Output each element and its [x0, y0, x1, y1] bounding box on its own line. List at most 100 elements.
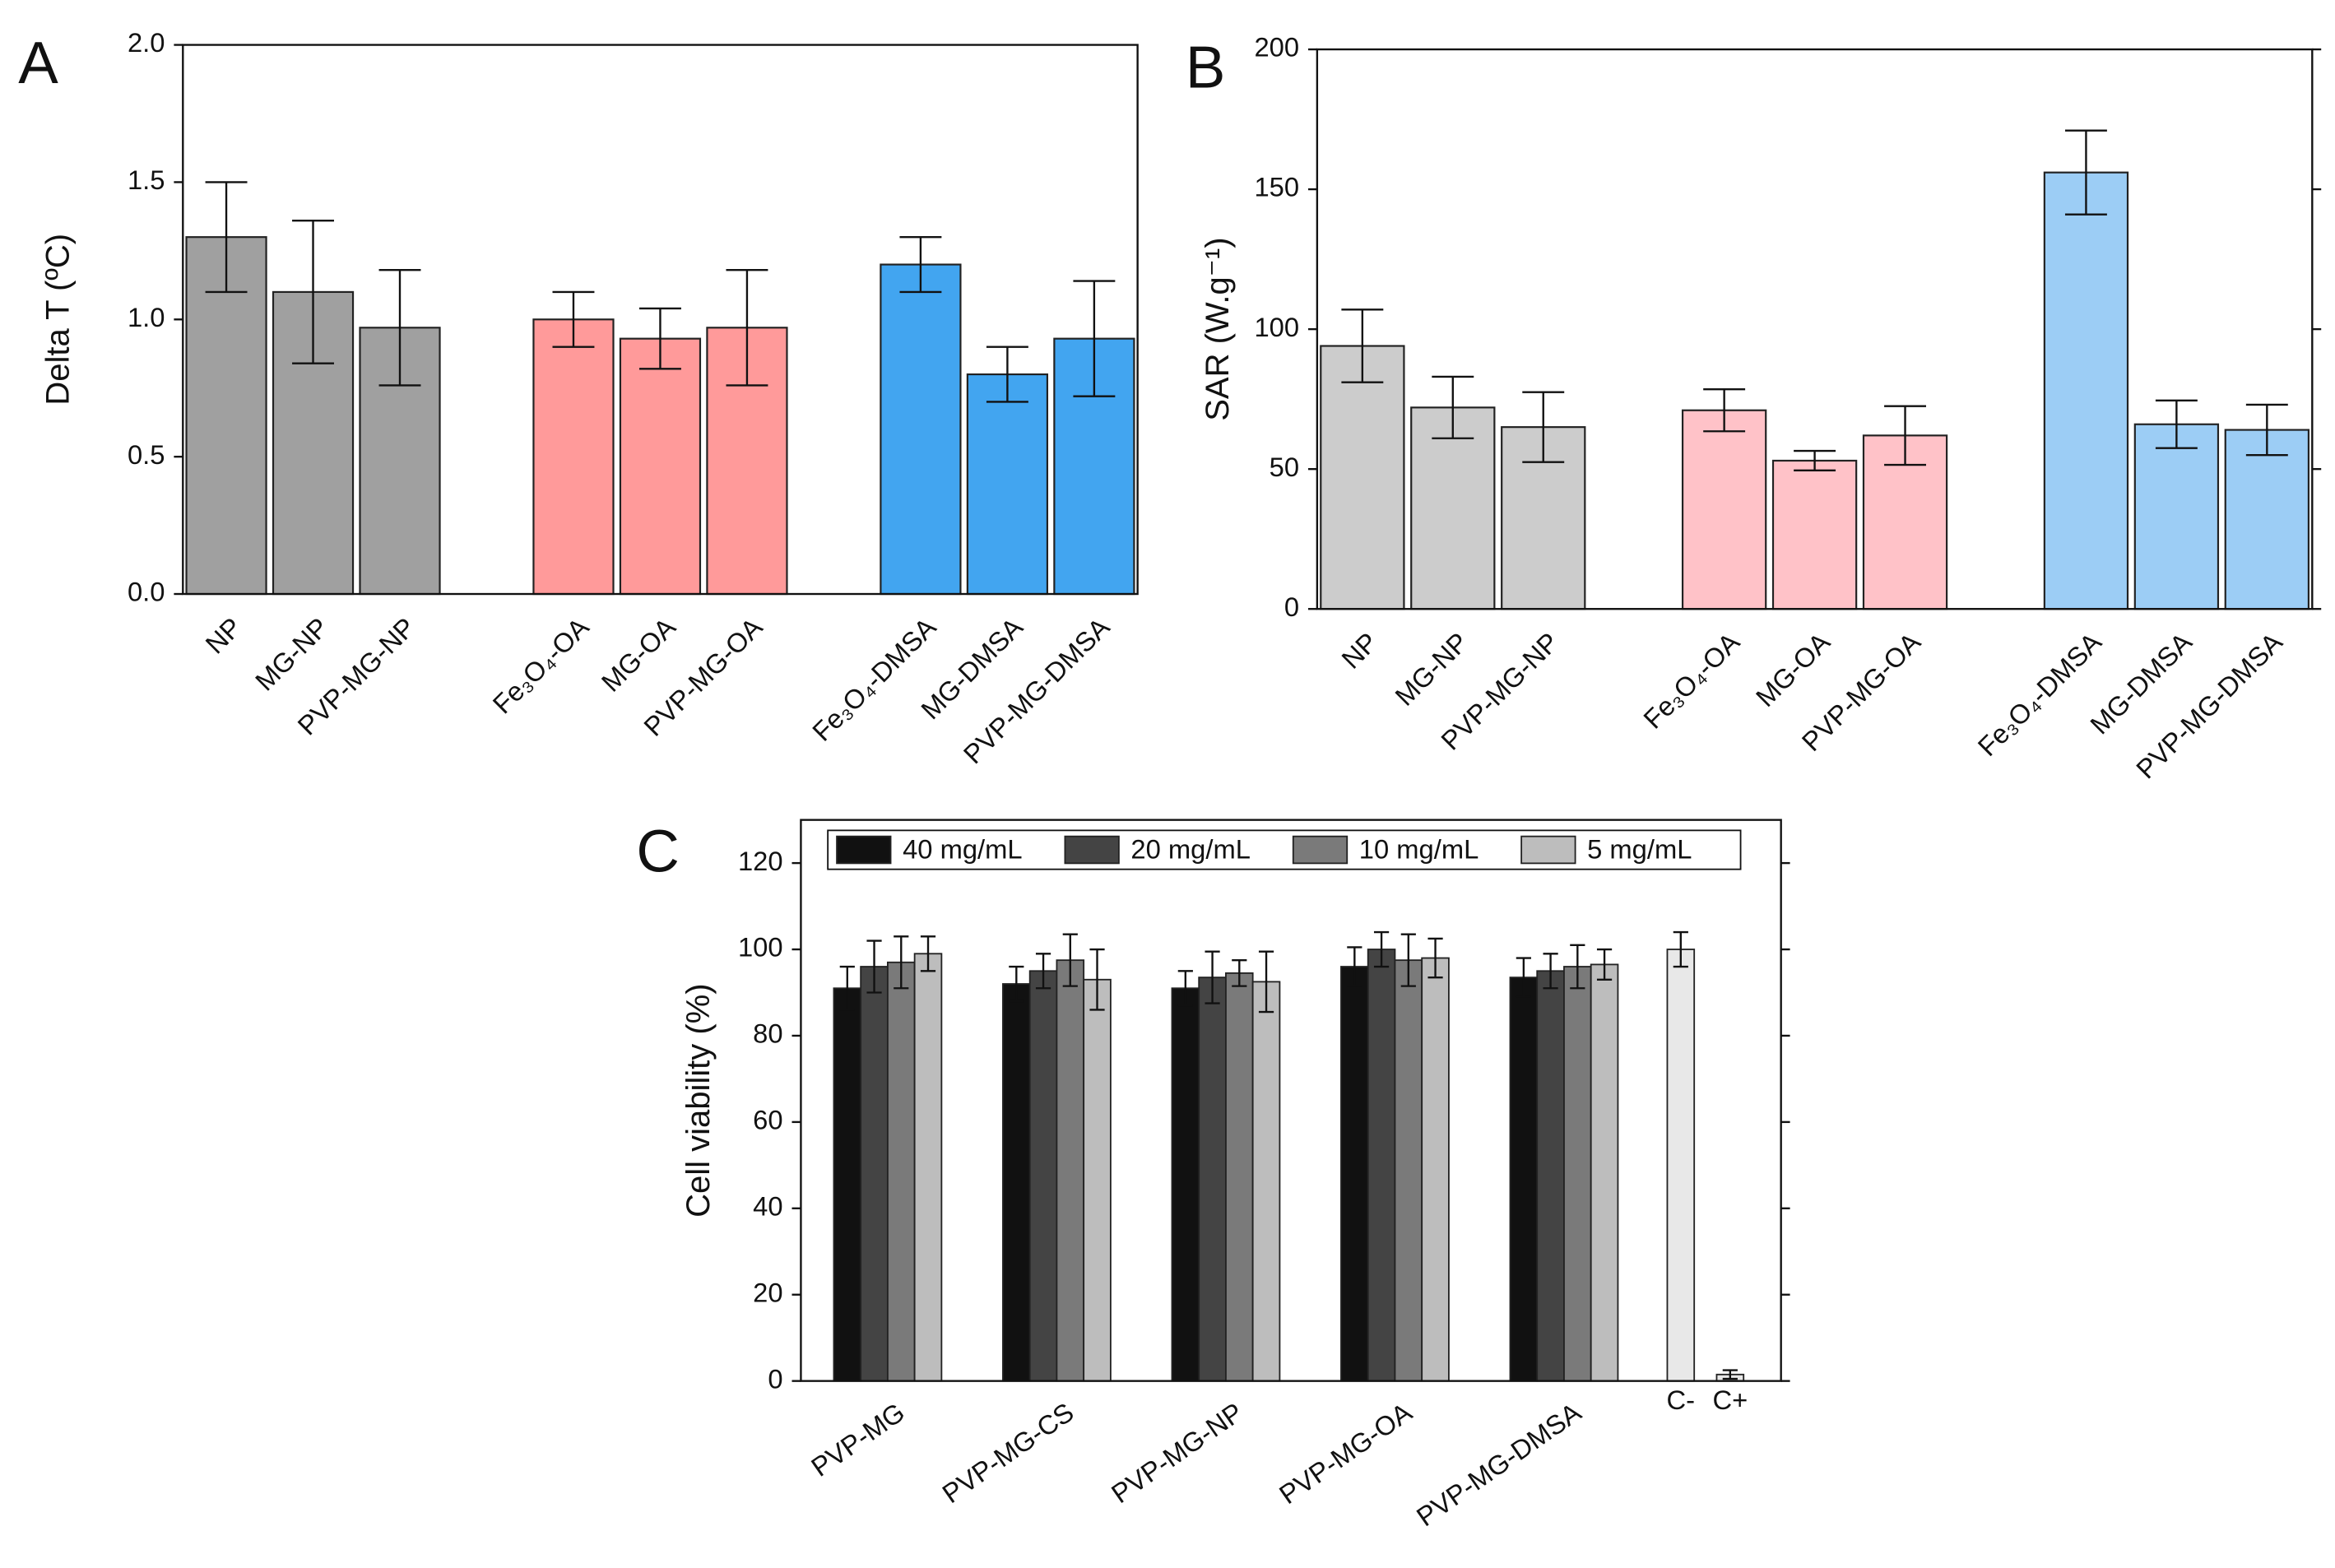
y-axis-label: SAR (W.g⁻¹): [1200, 237, 1236, 420]
bar: [1563, 966, 1592, 1382]
x-tick-label: MG-OA: [1750, 626, 1836, 712]
y-tick-label: 1.0: [128, 302, 165, 332]
error-bar: [1400, 933, 1416, 987]
bar: [833, 987, 862, 1382]
bar: [1509, 977, 1539, 1382]
y-tick-label: 100: [1254, 312, 1299, 342]
bar: [880, 263, 962, 596]
error-bar: [1073, 280, 1116, 397]
y-tick-label: 150: [1254, 172, 1299, 202]
y-tick-label: 1.5: [128, 165, 165, 195]
legend-swatch: [1064, 835, 1120, 865]
error-bar: [1703, 388, 1746, 433]
x-tick-label: PVP-MG-DMSA: [1411, 1396, 1586, 1532]
bar: [1340, 966, 1369, 1382]
bar: [1002, 983, 1031, 1382]
error-bar: [205, 181, 248, 294]
bar: [1421, 957, 1450, 1382]
error-bar: [552, 290, 595, 348]
x-tick-label: NP: [199, 611, 247, 659]
bar: [619, 337, 702, 596]
legend-box: [827, 829, 1742, 870]
error-bar: [2155, 399, 2198, 449]
error-bar: [1035, 953, 1051, 990]
y-tick-label: 0: [768, 1363, 782, 1394]
panel-label: A: [18, 30, 58, 96]
y-tick-label: 0.5: [128, 439, 165, 470]
x-tick-label: PVP-MG-NP: [1106, 1397, 1248, 1510]
error-bar: [866, 939, 882, 994]
error-bar: [1596, 948, 1613, 981]
bar: [860, 966, 889, 1382]
panel-label: B: [1186, 35, 1226, 101]
error-bar: [1062, 933, 1078, 987]
x-tick-label: MG-NP: [1389, 626, 1474, 711]
error-bar: [2064, 129, 2107, 216]
y-tick-label: 100: [738, 932, 783, 963]
bar: [185, 236, 267, 596]
bar: [1771, 459, 1858, 610]
error-bar: [2245, 403, 2288, 457]
error-bar: [1232, 958, 1247, 987]
bar: [1225, 972, 1254, 1382]
y-axis-label: Cell viability (%): [680, 983, 717, 1218]
x-tick-label: C-: [1667, 1385, 1696, 1415]
plot-frame: [182, 44, 1139, 596]
plot-frame: [1316, 48, 2314, 610]
bar: [913, 953, 943, 1382]
bar: [886, 961, 916, 1382]
y-tick-label: 20: [753, 1277, 782, 1307]
error-bar: [1177, 970, 1193, 1007]
y-tick-label: 2.0: [128, 27, 165, 58]
bar: [966, 373, 1049, 596]
error-bar: [1543, 953, 1558, 990]
y-tick-label: 0.0: [128, 577, 165, 607]
error-bar: [894, 935, 909, 990]
plot-frame: [800, 819, 1782, 1382]
x-tick-label: Fe₃O₄-OA: [486, 611, 594, 719]
bar: [1198, 977, 1227, 1382]
error-bar: [1794, 449, 1836, 472]
y-tick-label: 50: [1270, 452, 1299, 482]
bar: [1171, 987, 1200, 1382]
legend-label: 40 mg/mL: [903, 833, 1022, 864]
x-tick-label: PVP-MG-DMSA: [958, 611, 1116, 769]
y-tick-label: 200: [1254, 32, 1299, 63]
bar: [1083, 978, 1112, 1382]
bar: [1410, 406, 1496, 610]
bar: [1666, 949, 1696, 1382]
error-bar: [1347, 946, 1362, 987]
y-tick-label: 120: [738, 846, 783, 876]
bar: [1320, 345, 1405, 610]
x-tick-label: NP: [1335, 626, 1383, 674]
bar: [1394, 959, 1423, 1382]
x-tick-label: MG-OA: [596, 611, 682, 698]
x-tick-label: C+: [1712, 1385, 1748, 1415]
error-bar: [899, 235, 942, 294]
bar: [1681, 409, 1767, 610]
x-tick-label: PVP-MG-CS: [936, 1397, 1079, 1510]
x-tick-label: PVP-MG-OA: [1274, 1396, 1418, 1510]
error-bar: [1673, 930, 1688, 968]
bar: [2224, 429, 2310, 610]
error-bar: [1205, 950, 1220, 1004]
error-bar: [1373, 930, 1390, 968]
error-bar: [986, 346, 1028, 403]
legend-swatch: [836, 835, 892, 865]
y-tick-label: 60: [753, 1105, 782, 1135]
bar: [1536, 970, 1565, 1382]
legend-swatch: [1292, 835, 1349, 865]
legend-label: 10 mg/mL: [1359, 833, 1479, 864]
legend-swatch: [1520, 835, 1576, 865]
error-bar: [638, 307, 681, 370]
x-tick-label: Fe₃O₄-OA: [1637, 626, 1745, 734]
error-bar: [1516, 957, 1531, 998]
error-bar: [378, 269, 421, 387]
error-bar: [1341, 308, 1384, 383]
error-bar: [1427, 937, 1443, 979]
error-bar: [839, 965, 855, 1011]
y-tick-label: 0: [1284, 591, 1299, 622]
y-tick-label: 80: [753, 1018, 782, 1049]
bar: [532, 318, 615, 596]
